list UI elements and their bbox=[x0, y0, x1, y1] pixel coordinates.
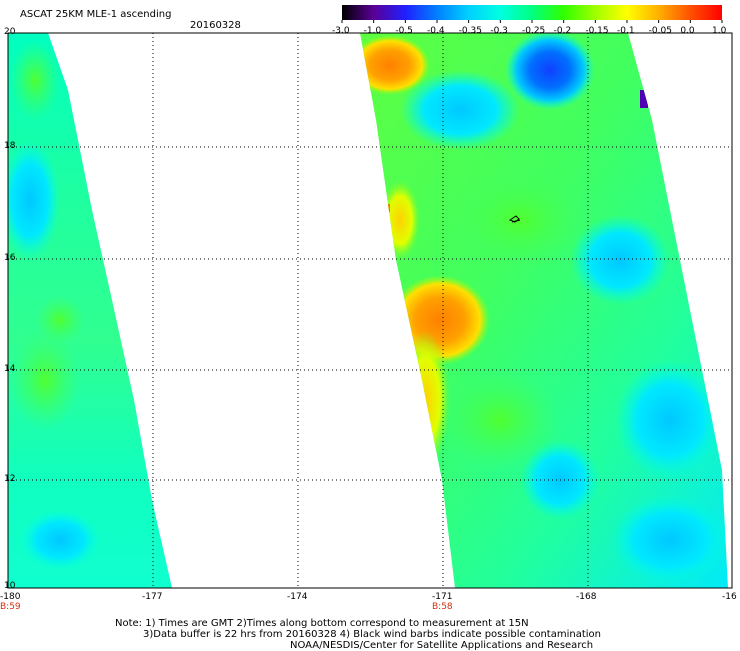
time-label-left: B:59 bbox=[0, 602, 21, 612]
colorbar-label: -0.4 bbox=[427, 26, 445, 36]
colorbar-label: -0.05 bbox=[648, 26, 672, 36]
colorbar-label: -3.0 bbox=[332, 26, 350, 36]
colorbar-label: 0.0 bbox=[680, 26, 695, 36]
lon-label-180: -180 bbox=[0, 592, 21, 602]
lat-label-20: 20 bbox=[4, 27, 16, 37]
colorbar bbox=[341, 5, 723, 23]
lon-label-171: -171 bbox=[432, 592, 453, 602]
map-frame bbox=[7, 32, 733, 589]
map-date: 20160328 bbox=[190, 20, 241, 31]
lon-label-177: -177 bbox=[142, 592, 163, 602]
colorbar-label: -0.1 bbox=[617, 26, 635, 36]
footer-note-2: 3)Data buffer is 22 hrs from 20160328 4)… bbox=[143, 629, 601, 640]
lat-label-14: 14 bbox=[4, 364, 16, 374]
lon-label-168: -168 bbox=[576, 592, 597, 602]
right-swath bbox=[360, 33, 728, 588]
colorbar-label: -0.15 bbox=[585, 26, 609, 36]
colorbar-gradient bbox=[342, 5, 722, 20]
graticule bbox=[8, 33, 732, 588]
lat-label-18: 18 bbox=[4, 141, 16, 151]
colorbar-label: -0.3 bbox=[490, 26, 508, 36]
map-title: ASCAT 25KM MLE-1 ascending bbox=[20, 9, 172, 20]
colorbar-label: -0.5 bbox=[395, 26, 413, 36]
colorbar-label: 1.0 bbox=[712, 26, 727, 36]
time-label-right: B:58 bbox=[432, 602, 453, 612]
colorbar-label: -0.2 bbox=[553, 26, 572, 36]
colorbar-label: -0.25 bbox=[522, 26, 546, 36]
lat-label-10: 10 bbox=[4, 581, 16, 591]
footer-note-1: Note: 1) Times are GMT 2)Times along bot… bbox=[115, 618, 529, 629]
footer-note-3: NOAA/NESDIS/Center for Satellite Applica… bbox=[290, 640, 594, 651]
colorbar-label: -1.0 bbox=[363, 26, 382, 36]
lon-label-174: -174 bbox=[287, 592, 308, 602]
lon-label-165: -16 bbox=[722, 592, 737, 602]
colorbar-label: -0.35 bbox=[458, 26, 482, 36]
lat-label-16: 16 bbox=[4, 253, 16, 263]
wind-barb-marker bbox=[508, 215, 521, 223]
lat-label-12: 12 bbox=[4, 474, 16, 484]
